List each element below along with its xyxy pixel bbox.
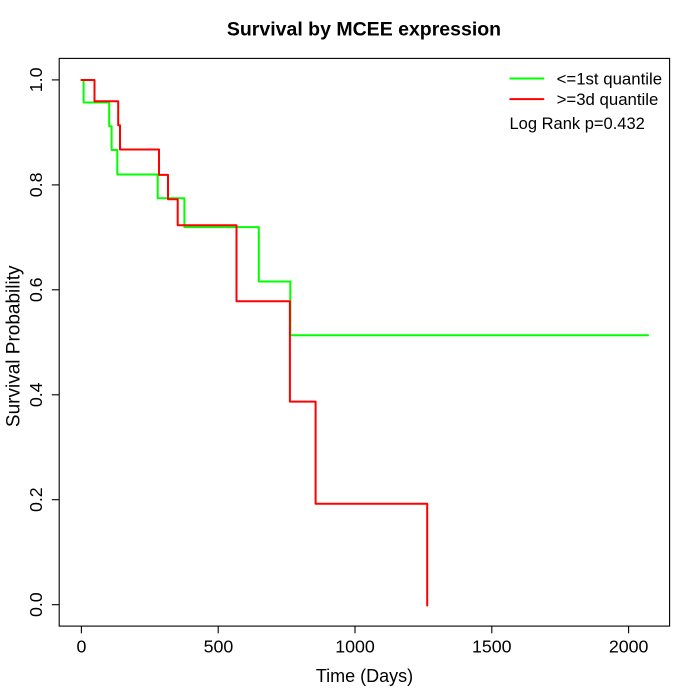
svg-text:0.2: 0.2 [26,487,46,512]
svg-text:0.0: 0.0 [26,592,46,617]
svg-text:1000: 1000 [335,636,375,656]
svg-text:<=1st quantile: <=1st quantile [557,69,662,88]
svg-text:0.6: 0.6 [26,277,46,302]
svg-text:Survival by MCEE expression: Survival by MCEE expression [227,19,501,41]
svg-text:2000: 2000 [609,636,649,656]
svg-text:1.0: 1.0 [26,67,46,92]
svg-text:0.4: 0.4 [26,382,46,407]
svg-text:1500: 1500 [472,636,512,656]
svg-text:0.8: 0.8 [26,172,46,197]
svg-text:0: 0 [76,636,86,656]
svg-text:Time (Days): Time (Days) [316,666,413,686]
svg-text:500: 500 [204,636,234,656]
svg-text:Survival Probability: Survival Probability [3,265,24,427]
svg-text:Log Rank p=0.432: Log Rank p=0.432 [510,115,645,133]
svg-text:>=3d quantile: >=3d quantile [557,90,659,109]
